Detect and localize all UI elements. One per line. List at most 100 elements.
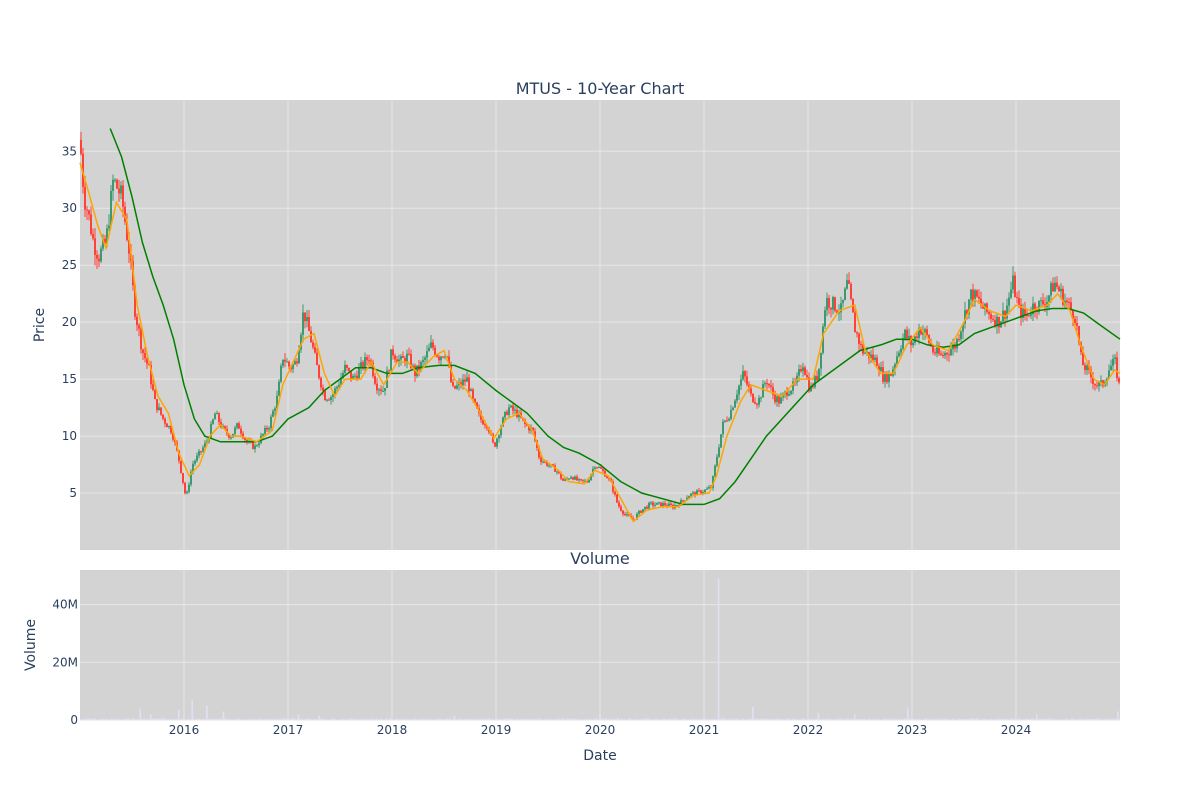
volume-bar	[796, 719, 797, 720]
volume-bar	[1089, 719, 1090, 720]
candle-body	[700, 490, 702, 493]
volume-bar	[896, 719, 897, 720]
volume-bar	[129, 718, 130, 720]
candle-body	[118, 189, 120, 194]
volume-bar	[671, 719, 672, 720]
volume-bar	[511, 718, 512, 720]
candle-body	[1004, 311, 1006, 319]
candle-body	[322, 388, 324, 391]
volume-bar	[352, 719, 353, 720]
volume-bar	[655, 718, 656, 720]
volume-bar	[905, 718, 906, 720]
volume-bar	[336, 719, 337, 720]
volume-bar	[306, 718, 307, 720]
volume-bar	[934, 719, 935, 720]
volume-bar	[302, 718, 303, 720]
volume-bar	[749, 719, 750, 720]
candle-body	[706, 489, 708, 490]
candle-body	[196, 456, 198, 461]
candle-body	[1068, 302, 1070, 303]
volume-bar	[1022, 719, 1023, 720]
volume-bar	[649, 719, 650, 720]
volume-bar	[459, 718, 460, 720]
volume-bar	[1077, 719, 1078, 720]
volume-bar	[747, 719, 748, 720]
candle-body	[780, 398, 782, 404]
volume-bar	[389, 718, 390, 720]
volume-bar	[515, 719, 516, 720]
volume-bar	[771, 719, 772, 720]
candle-body	[766, 383, 768, 384]
volume-bar	[761, 718, 762, 720]
volume-bar	[878, 718, 879, 720]
candle-body	[430, 342, 432, 347]
candle-body	[202, 447, 204, 451]
volume-bar	[382, 719, 383, 720]
price-axis-label: Price	[32, 308, 48, 342]
volume-bar	[282, 718, 283, 720]
volume-bar	[138, 719, 139, 720]
candle-body	[108, 225, 110, 228]
volume-bar	[1073, 718, 1074, 720]
volume-bar	[432, 719, 433, 720]
candle-body	[556, 471, 558, 472]
volume-bar	[1082, 719, 1083, 720]
volume-bar	[585, 719, 586, 720]
volume-bar	[630, 718, 631, 720]
volume-bar	[1040, 719, 1041, 720]
candle-body	[376, 384, 378, 391]
volume-bar	[943, 719, 944, 720]
volume-bar	[425, 719, 426, 720]
candle-body	[438, 357, 440, 361]
volume-y-tick-0: 0	[70, 713, 78, 727]
volume-bar	[224, 718, 225, 720]
volume-bar	[1041, 719, 1042, 720]
candle-body	[90, 214, 92, 234]
volume-bar	[108, 719, 109, 720]
volume-bar	[871, 719, 872, 720]
volume-bar	[1096, 718, 1097, 720]
candle-body	[218, 413, 220, 422]
candle-body	[828, 298, 830, 308]
volume-bar	[746, 719, 747, 720]
volume-bar	[642, 719, 643, 720]
volume-bar	[1113, 719, 1114, 720]
candle-body	[668, 504, 670, 507]
volume-bar	[101, 719, 102, 720]
price-y-tick-5: 5	[69, 486, 77, 500]
candle-body	[620, 507, 622, 511]
candle-body	[888, 373, 890, 382]
volume-bar	[566, 718, 567, 720]
volume-bar	[1102, 719, 1103, 720]
volume-bar	[221, 719, 222, 720]
candle-body	[752, 394, 754, 402]
volume-bar	[560, 719, 561, 720]
volume-bar	[484, 719, 485, 720]
volume-bar	[92, 719, 93, 720]
candle-body	[136, 317, 138, 325]
candle-body	[906, 330, 908, 338]
volume-bar	[361, 719, 362, 720]
volume-bar	[1024, 719, 1025, 720]
candle-body	[96, 255, 98, 259]
volume-bar	[199, 719, 200, 720]
volume-bar	[865, 718, 866, 720]
volume-bar	[187, 719, 188, 720]
candle-body	[816, 376, 818, 380]
volume-bar	[452, 719, 453, 720]
volume-bar	[110, 719, 111, 720]
candle-body	[326, 400, 328, 401]
volume-bar	[209, 718, 210, 720]
volume-bar	[241, 719, 242, 720]
candle-body	[886, 374, 888, 383]
volume-bar	[230, 719, 231, 720]
volume-bar	[171, 719, 172, 720]
volume-bar	[441, 719, 442, 720]
volume-bar	[1010, 718, 1011, 720]
volume-bar	[611, 719, 612, 720]
volume-bar	[414, 718, 415, 720]
candle-body	[358, 368, 360, 378]
candle-body	[1010, 290, 1012, 298]
volume-bar	[732, 719, 733, 720]
volume-bar	[1104, 718, 1105, 720]
